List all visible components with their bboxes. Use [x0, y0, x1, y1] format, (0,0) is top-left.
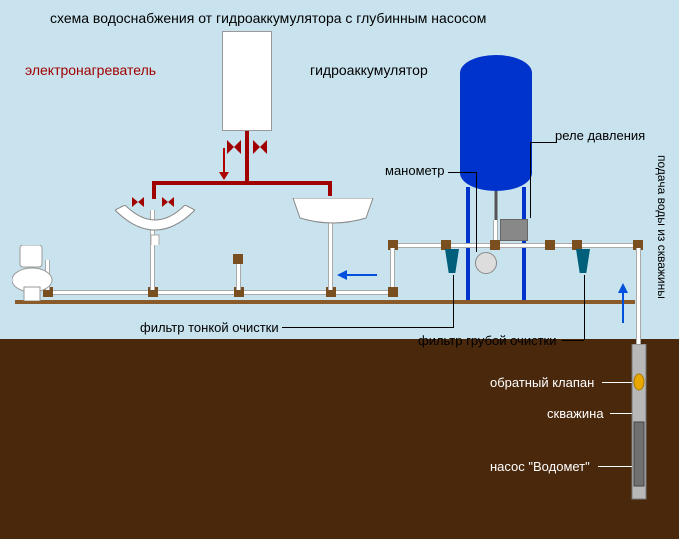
lead-fine-v	[453, 275, 454, 327]
floor-line	[15, 300, 635, 304]
hot-pipe-heater-down	[245, 131, 249, 183]
lead-relay-v	[530, 142, 531, 218]
sink-2	[288, 198, 378, 228]
ground-region	[0, 339, 679, 539]
blue-arrow-horizontal	[337, 269, 377, 281]
lower-cold-pipe	[45, 290, 395, 295]
water-heater	[222, 31, 272, 131]
joint-l5	[388, 287, 398, 297]
fine-filter-label: фильтр тонкой очистки	[140, 320, 279, 335]
pipe-to-well	[636, 248, 641, 344]
pump-label: насос "Водомет"	[490, 459, 590, 474]
lead-well-h	[610, 413, 632, 414]
toilet	[12, 245, 54, 301]
well-borehole	[629, 344, 649, 514]
hot-drop-sink1	[152, 181, 156, 199]
hot-pipe-horizontal	[152, 181, 332, 185]
pressure-relay-label: реле давления	[555, 128, 645, 143]
well-label: скважина	[547, 406, 604, 421]
lead-check-h	[602, 382, 632, 383]
valve-right	[253, 140, 267, 154]
sink-1	[115, 205, 195, 245]
lead-coarse-v	[584, 275, 585, 340]
accumulator-label: гидроаккумулятор	[310, 62, 428, 78]
heater-label: электронагреватель	[25, 62, 156, 78]
pressure-relay-box	[500, 219, 528, 241]
manometer-label: манометр	[385, 163, 445, 178]
feed-label: подача воды из скважины	[655, 155, 669, 299]
lead-pump-h	[598, 466, 632, 467]
hot-drop-sink2	[328, 181, 332, 196]
diagram-title: схема водоснабжения от гидроаккумулятора…	[50, 10, 486, 26]
check-valve-label: обратный клапан	[490, 375, 594, 390]
joint-mid-top	[233, 254, 243, 264]
blue-arrow-up	[617, 283, 629, 323]
lead-relay-h	[530, 142, 557, 143]
main-cold-pipe	[390, 243, 640, 248]
lead-fine-h	[282, 327, 454, 328]
pipe-down-left	[390, 248, 395, 292]
manometer-gauge	[475, 252, 497, 274]
red-down-arrow	[218, 148, 230, 180]
sky-region	[0, 0, 679, 339]
lead-mano-v	[476, 172, 477, 252]
coarse-filter-label: фильтр грубой очистки	[418, 333, 557, 348]
coarse-filter	[576, 249, 590, 273]
lead-mano-h	[448, 172, 476, 173]
lead-coarse-h	[562, 340, 584, 341]
joint-3	[490, 240, 500, 250]
fine-filter	[445, 249, 459, 273]
joint-4	[545, 240, 555, 250]
